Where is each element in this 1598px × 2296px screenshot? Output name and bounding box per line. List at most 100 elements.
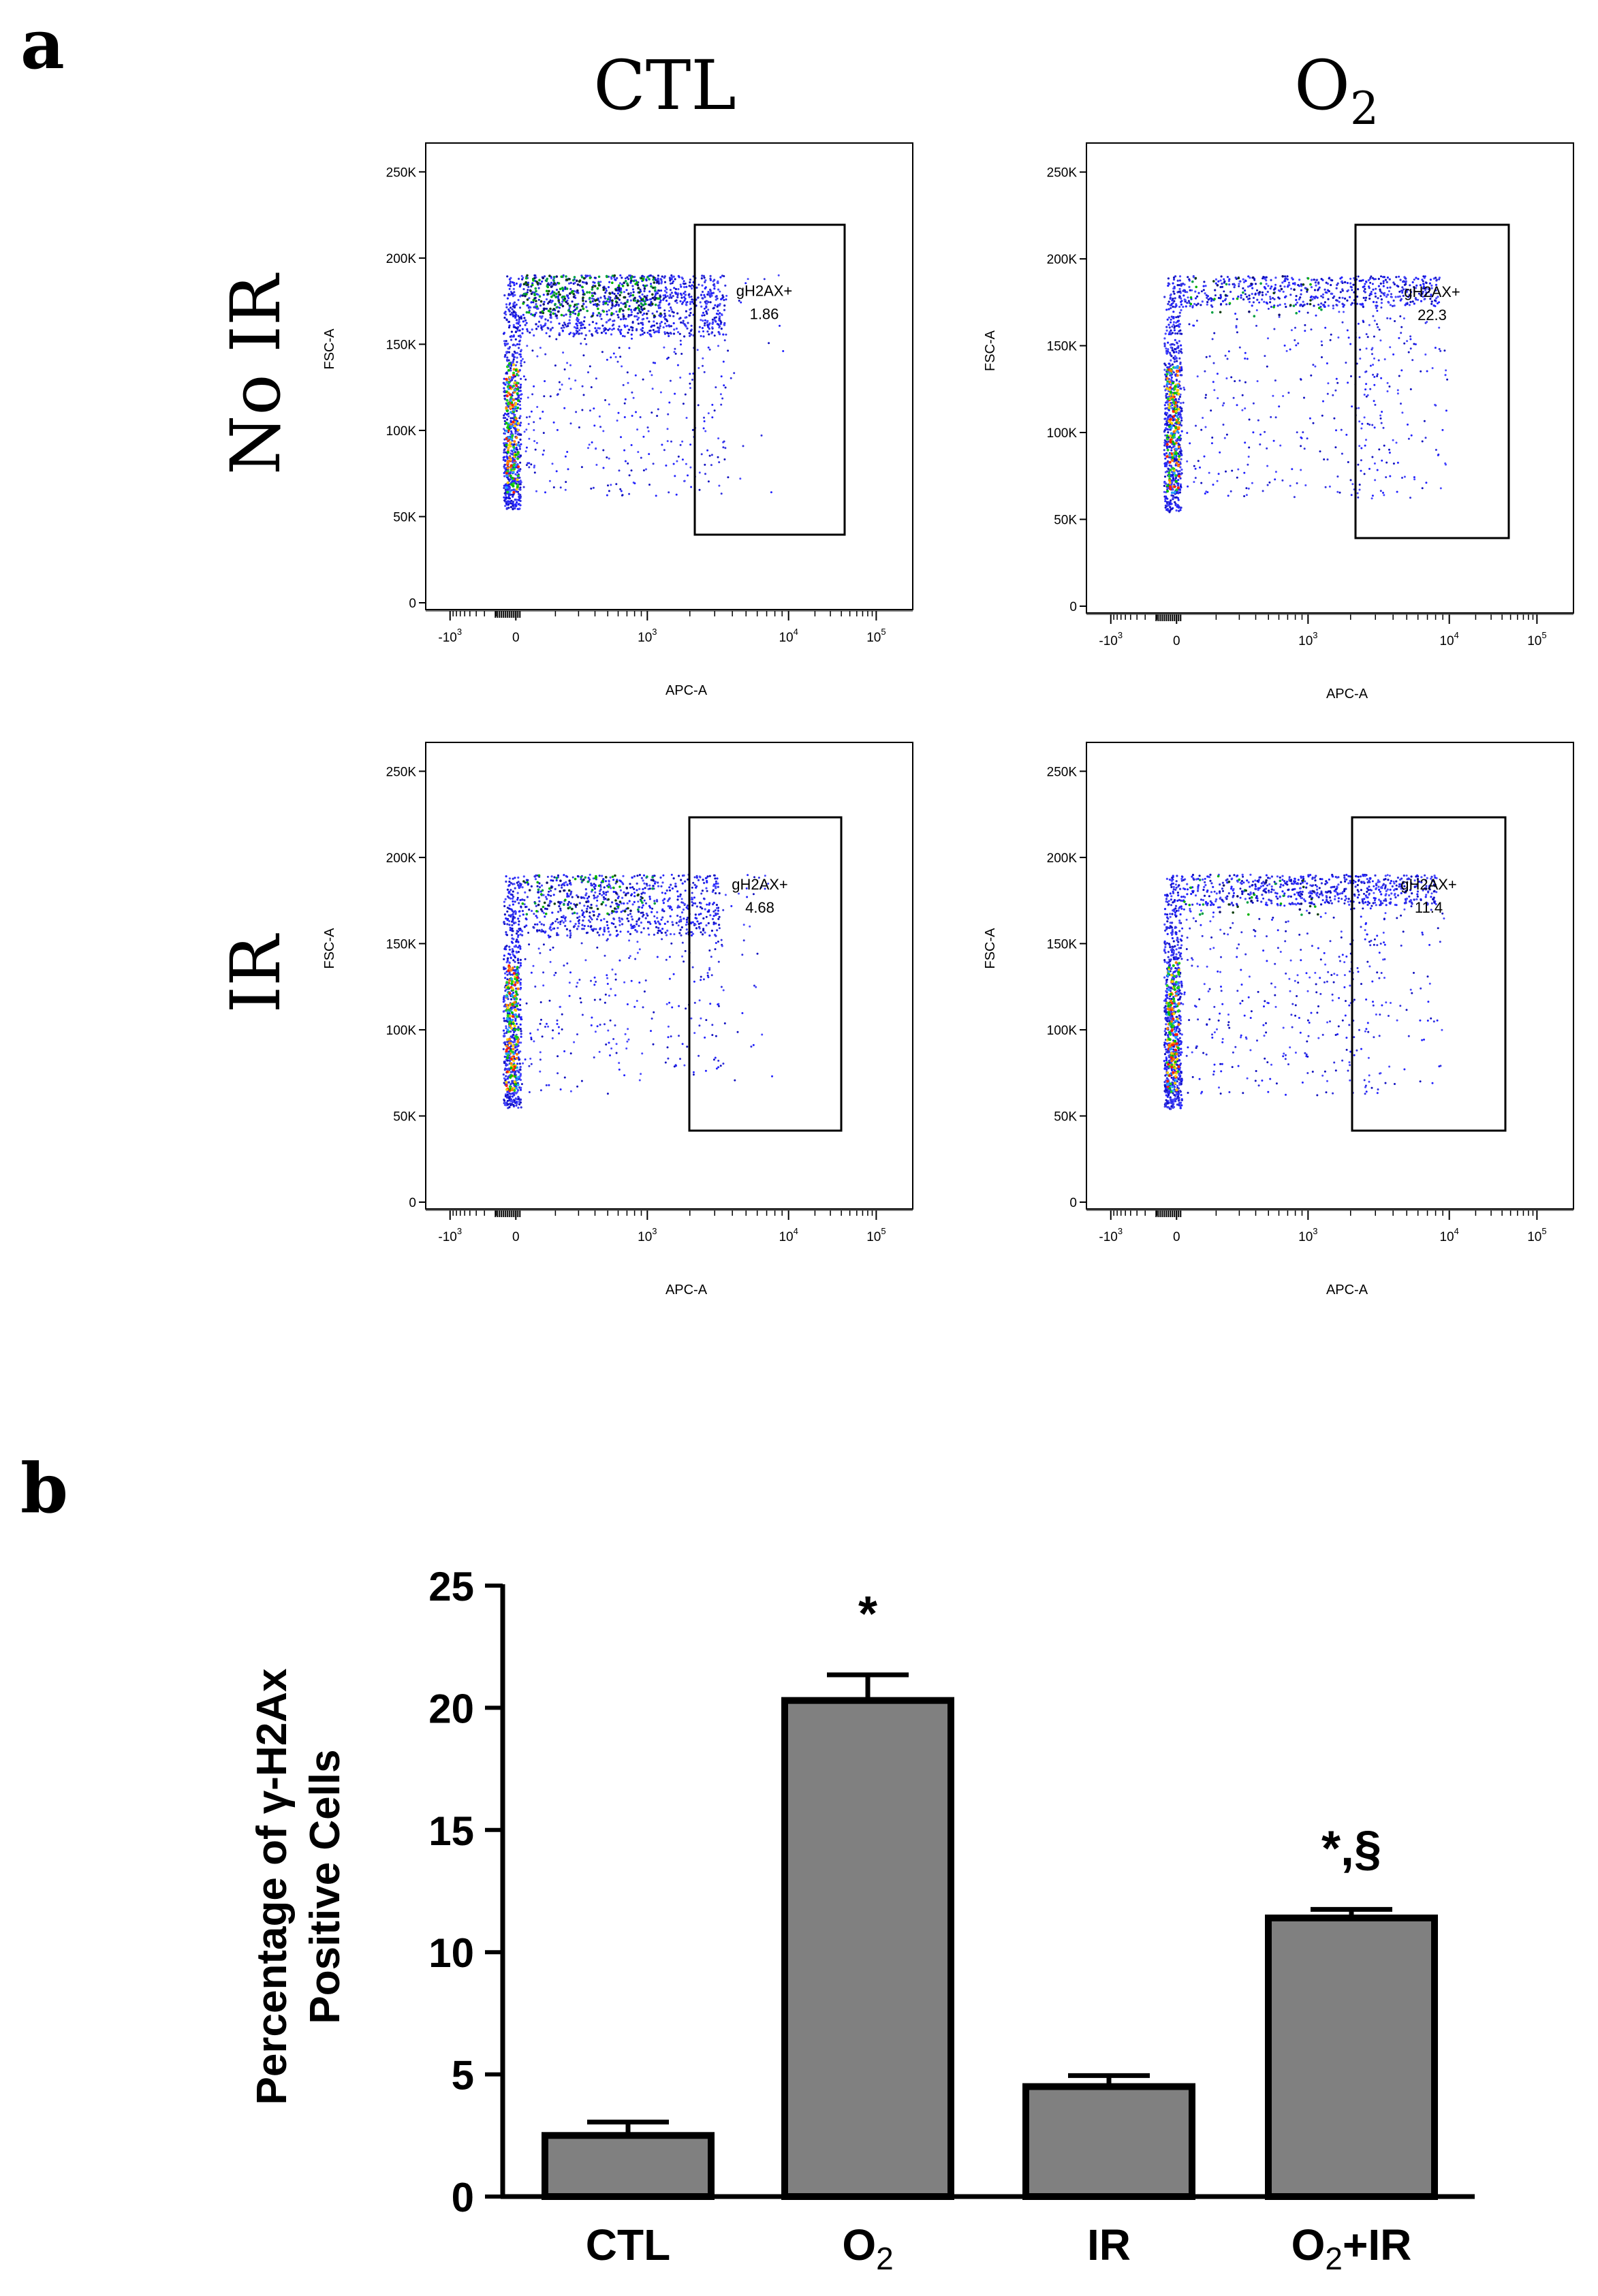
event-dot: [1317, 288, 1320, 291]
event-dot: [1399, 299, 1402, 302]
event-dot: [518, 476, 521, 479]
hotspot-dot: [542, 303, 545, 306]
event-dot: [1186, 460, 1189, 462]
event-dot: [705, 887, 708, 890]
hotspot-dot: [510, 458, 512, 461]
event-dot: [715, 320, 717, 323]
event-dot: [1213, 389, 1216, 392]
event-dot: [541, 328, 544, 331]
event-dot: [1166, 497, 1169, 500]
hotspot-dot: [1191, 280, 1194, 283]
event-dot: [1204, 292, 1206, 295]
event-dot: [597, 915, 599, 918]
event-dot: [641, 906, 644, 909]
event-dot: [628, 295, 631, 298]
hotspot-dot: [1176, 365, 1179, 368]
event-dot: [679, 300, 682, 302]
event-dot: [511, 489, 514, 492]
hotspot-dot: [1172, 471, 1176, 475]
event-dot: [642, 874, 646, 877]
event-dot: [1212, 362, 1215, 364]
event-dot: [683, 323, 686, 326]
hotspot-dot: [653, 314, 656, 317]
event-dot: [651, 388, 654, 390]
event-dot: [519, 454, 522, 457]
event-dot: [1359, 358, 1362, 360]
event-dot: [629, 281, 632, 284]
event-dot: [681, 458, 684, 461]
event-dot: [714, 1056, 717, 1059]
event-dot: [1278, 315, 1281, 318]
event-dot: [544, 318, 547, 321]
event-dot: [669, 289, 672, 292]
x-tick-label: 104: [779, 627, 798, 645]
event-dot: [582, 320, 586, 323]
event-dot: [548, 335, 551, 338]
event-dot: [717, 456, 719, 458]
event-dot: [1347, 336, 1350, 339]
event-dot: [1237, 295, 1240, 298]
event-dot: [540, 326, 543, 330]
hotspot-dot: [591, 285, 594, 289]
event-dot: [672, 311, 675, 314]
event-dot: [503, 377, 505, 380]
event-dot: [612, 328, 615, 330]
event-dot: [1165, 463, 1168, 466]
event-dot: [576, 894, 578, 897]
hotspot-dot: [508, 456, 511, 459]
gate-event-dot: [1376, 309, 1379, 312]
event-dot: [1166, 400, 1169, 403]
event-dot: [1403, 276, 1406, 279]
event-dot: [701, 274, 704, 277]
event-dot: [521, 278, 524, 281]
event-dot: [508, 479, 511, 482]
gate-event-dot: [1373, 400, 1375, 403]
event-dot: [515, 446, 518, 449]
gate-event-dot: [1421, 279, 1424, 281]
event-dot: [576, 318, 578, 321]
event-dot: [653, 875, 656, 877]
event-dot: [660, 289, 663, 292]
hotspot-dot: [623, 296, 625, 299]
gate-event-dot: [1374, 479, 1377, 482]
event-dot: [686, 905, 689, 907]
event-dot: [1178, 315, 1181, 317]
event-dot: [1382, 280, 1385, 283]
event-dot: [1368, 424, 1371, 426]
event-dot: [637, 451, 640, 454]
event-dot: [646, 298, 648, 301]
hotspot-dot: [1165, 455, 1169, 458]
event-dot: [555, 288, 559, 292]
event-dot: [505, 934, 509, 937]
event-dot: [503, 397, 506, 400]
event-dot: [1248, 300, 1251, 303]
event-dot: [708, 293, 711, 296]
event-dot: [542, 432, 545, 435]
event-dot: [1383, 444, 1385, 447]
event-dot: [530, 301, 533, 304]
hotspot-dot: [1168, 475, 1171, 478]
event-dot: [569, 388, 572, 390]
event-dot: [624, 277, 627, 280]
event-dot: [600, 317, 603, 320]
event-dot: [685, 325, 687, 328]
event-dot: [1309, 417, 1311, 420]
event-dot: [661, 443, 663, 446]
event-dot: [1180, 348, 1182, 351]
hotspot-dot: [552, 279, 555, 282]
event-dot: [1232, 396, 1235, 399]
event-dot: [606, 358, 608, 361]
gate-event-dot: [1375, 306, 1378, 309]
event-dot: [1300, 436, 1302, 439]
event-dot: [1211, 338, 1214, 341]
event-dot: [620, 328, 623, 331]
event-dot: [1364, 299, 1367, 302]
gate-event-dot: [1407, 351, 1410, 353]
event-dot: [627, 462, 629, 465]
event-dot: [533, 466, 535, 469]
event-dot: [512, 281, 516, 284]
event-dot: [638, 295, 641, 298]
event-dot: [616, 879, 618, 881]
event-dot: [531, 349, 534, 352]
event-dot: [680, 911, 684, 914]
